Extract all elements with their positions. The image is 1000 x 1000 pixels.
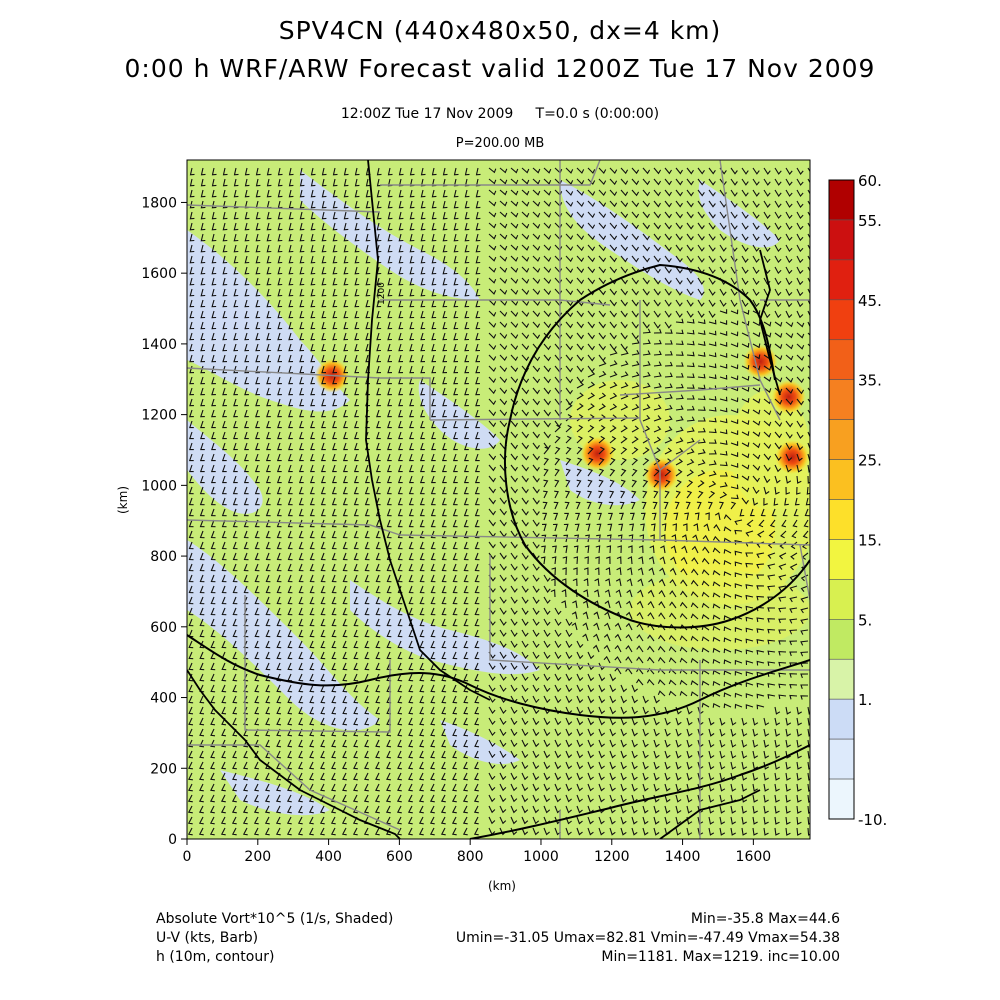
colorbar-segment	[828, 539, 855, 580]
colorbar-segment	[828, 499, 855, 540]
y-tick-label: 1000	[141, 478, 177, 494]
contour-1200	[187, 634, 810, 719]
colorbar-label: 25.	[858, 452, 882, 470]
footer-left-2: U-V (kts, Barb)	[156, 930, 259, 946]
vorticity-max-spot	[580, 436, 615, 471]
colorbar-segment	[828, 459, 855, 500]
y-tick-label: 400	[150, 691, 177, 707]
colorbar-segment	[828, 339, 855, 380]
wind-barbs	[187, 167, 810, 836]
x-tick-label: 200	[244, 849, 271, 865]
y-tick-label: 1600	[141, 266, 177, 282]
contour-label: 1200	[377, 282, 387, 305]
colorbar-segment	[828, 299, 855, 341]
x-tick-label: 800	[457, 849, 484, 865]
colorbar-frame	[828, 179, 855, 820]
colorbar-label: 1.	[858, 691, 872, 709]
colorbar-segment	[828, 738, 855, 780]
wind-barb-field	[187, 167, 810, 836]
height-contours	[187, 263, 810, 839]
contour-1190	[504, 263, 810, 629]
x-tick-label: 0	[183, 849, 192, 865]
y-tick-label: 600	[150, 620, 177, 636]
colorbar-segment	[828, 619, 855, 660]
x-tick-label: 400	[315, 849, 342, 865]
colorbar-label: 5.	[858, 611, 872, 629]
colorbar-segment	[828, 698, 855, 740]
footer-right-1: Min=-35.8 Max=44.6	[690, 911, 840, 927]
colorbar-segment	[828, 658, 855, 700]
footer-right-3: Min=1181. Max=1219. inc=10.00	[601, 949, 840, 965]
y-tick-label: 200	[150, 761, 177, 777]
colorbar-segment	[828, 778, 855, 820]
x-tick-label: 1000	[523, 849, 559, 865]
x-tick-label: 1400	[665, 849, 701, 865]
footer-left-3: h (10m, contour)	[156, 949, 275, 965]
colorbar-segment	[828, 419, 855, 460]
x-axis-label: (km)	[488, 879, 516, 893]
x-tick-label: 1200	[594, 849, 630, 865]
colorbar-segment	[828, 219, 855, 261]
state-boundaries	[187, 160, 810, 839]
colorbar-label: 45.	[858, 292, 882, 310]
colorbar-segment	[828, 179, 855, 221]
plot-frame	[186, 159, 811, 840]
colorbar-label: 55.	[858, 212, 882, 230]
pressure-level-subtitle: P=200.00 MB	[455, 136, 545, 151]
colorbar: 60. 55. 45. 35. 25. 15. 5. 1. -10.	[828, 172, 887, 829]
footer-right-2: Umin=-31.05 Umax=82.81 Vmin=-47.49 Vmax=…	[455, 930, 840, 946]
y-axis-label: (km)	[116, 486, 130, 514]
y-axis: 0 200 400 600 800 1000 1200 1400 1600 1800	[141, 195, 187, 848]
y-tick-label: 1800	[141, 195, 177, 211]
high-vorticity-shading	[570, 380, 810, 650]
colorbar-label: 15.	[858, 531, 882, 549]
footer-left-1: Absolute Vort*10^5 (1/s, Shaded)	[156, 911, 394, 927]
y-tick-label: 800	[150, 549, 177, 565]
y-tick-label: 0	[168, 832, 177, 848]
x-tick-label: 1600	[736, 849, 772, 865]
y-tick-label: 1400	[141, 337, 177, 353]
plot-area: 1200	[187, 160, 810, 839]
colorbar-segment	[828, 379, 855, 420]
vorticity-max-spot	[644, 457, 679, 492]
colorbar-segment	[828, 259, 855, 301]
colorbar-label: -10.	[858, 811, 887, 829]
forecast-valid-title: 0:00 h WRF/ARW Forecast valid 1200Z Tue …	[124, 54, 876, 83]
valid-time-subtitle: 12:00Z Tue 17 Nov 2009 T=0.0 s (0:00:00)	[340, 106, 660, 122]
colorbar-segment	[828, 579, 855, 620]
chart-title: SPV4CN (440x480x50, dx=4 km)	[278, 16, 722, 45]
contour-1210	[469, 744, 810, 839]
x-tick-label: 600	[386, 849, 413, 865]
y-tick-label: 1200	[141, 408, 177, 424]
colorbar-label: 60.	[858, 172, 882, 190]
x-axis: 0 200 400 600 800 1000 1200 1400 1600	[183, 839, 772, 865]
colorbar-label: 35.	[858, 372, 882, 390]
